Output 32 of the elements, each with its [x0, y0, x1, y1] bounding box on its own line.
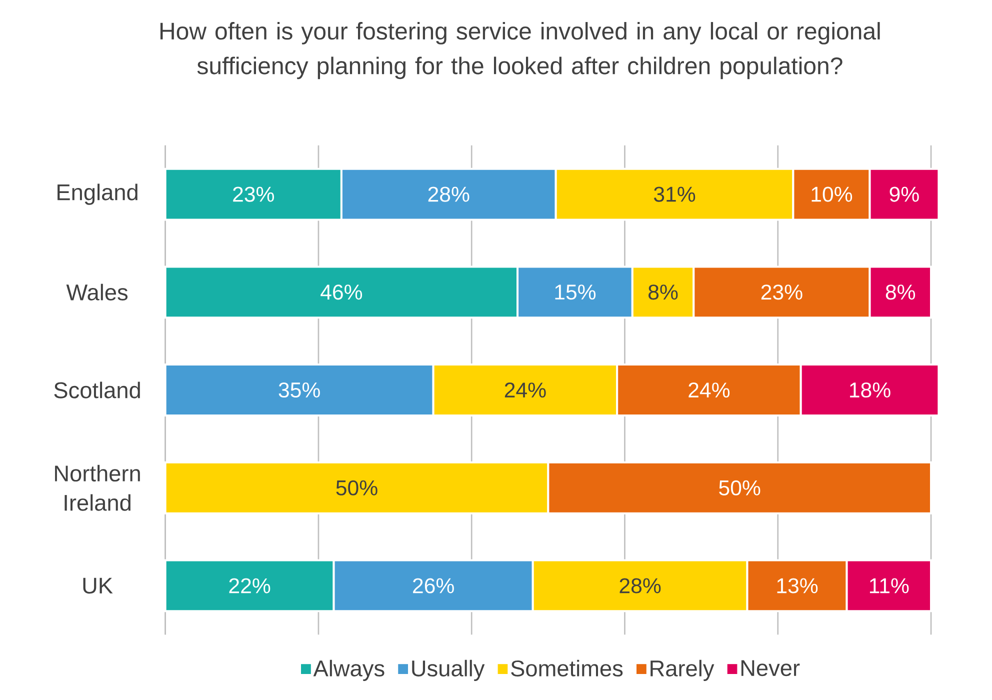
- legend-label: Never: [741, 660, 800, 676]
- data-label: 50%: [336, 480, 378, 496]
- chart-title: How often is your fostering service involved in any local or regional sufficiency planning for the looked after children population?: [160, 22, 880, 80]
- data-label: 15%: [555, 284, 596, 300]
- data-label: 31%: [654, 186, 696, 202]
- data-label: 18%: [850, 382, 890, 398]
- legend-label: Rarely: [650, 660, 714, 681]
- data-label: 10%: [812, 186, 852, 202]
- data-label: 23%: [233, 186, 274, 202]
- data-label: 8%: [648, 284, 678, 300]
- y-tick-label: England: [58, 184, 138, 205]
- data-label: 50%: [719, 480, 760, 496]
- data-label: 8%: [886, 284, 916, 300]
- y-tick-label: UK: [83, 578, 113, 594]
- data-label: 28%: [620, 578, 661, 594]
- data-label: 23%: [761, 284, 802, 300]
- data-label: 35%: [278, 382, 320, 398]
- y-tick-label: Wales: [66, 284, 128, 300]
- data-label: 46%: [320, 284, 362, 300]
- legend-label: Sometimes: [511, 660, 623, 676]
- legend-label: Always: [313, 660, 384, 681]
- data-label: 24%: [504, 382, 546, 398]
- data-label: 26%: [413, 578, 454, 594]
- data-label: 11%: [870, 578, 909, 594]
- y-tick-label: Northern Ireland: [55, 464, 140, 511]
- data-label: 13%: [777, 578, 818, 594]
- data-label: 9%: [890, 186, 919, 202]
- data-label: 22%: [229, 578, 270, 594]
- data-label: 28%: [428, 186, 470, 202]
- legend-label: Usually: [412, 660, 485, 681]
- data-label: 24%: [688, 382, 730, 398]
- y-tick-label: Scotland: [54, 382, 140, 398]
